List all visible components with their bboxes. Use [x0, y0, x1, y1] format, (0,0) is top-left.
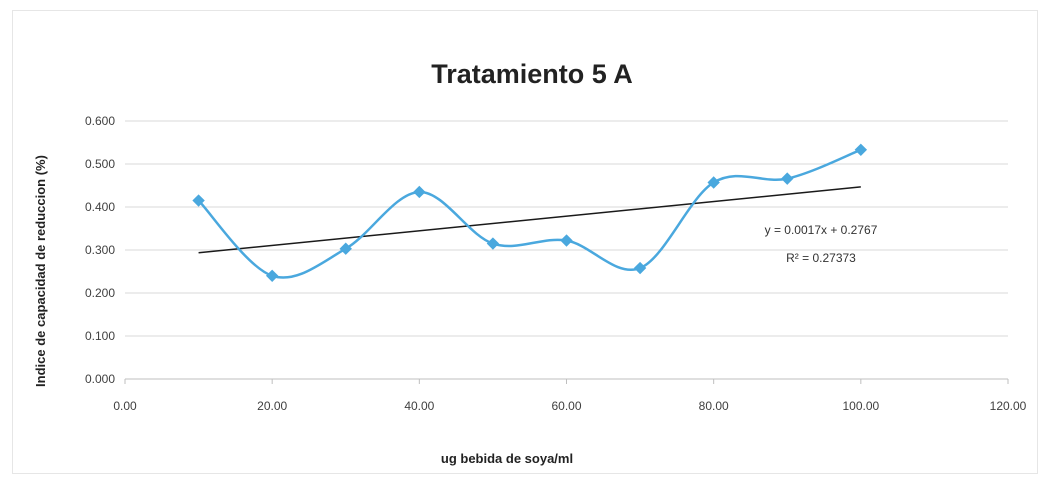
- data-point-marker: [192, 194, 205, 207]
- markers-group: [192, 143, 868, 283]
- data-point-marker: [707, 176, 720, 189]
- y-tick-label: 0.000: [85, 372, 115, 386]
- y-tick-label: 0.100: [85, 329, 115, 343]
- series-group: [197, 148, 863, 279]
- trendline-equation: y = 0.0017x + 0.2767: [765, 223, 878, 237]
- y-tick-label: 0.600: [85, 114, 115, 128]
- data-point-marker: [413, 185, 426, 199]
- axes: [124, 378, 1009, 384]
- x-axis-title: ug bebida de soya/ml: [441, 451, 573, 466]
- x-tick-label: 40.00: [404, 399, 434, 413]
- x-tick-label: 20.00: [257, 399, 287, 413]
- data-point-marker: [265, 269, 279, 283]
- data-point-marker: [560, 234, 573, 247]
- gridlines: [125, 120, 1008, 337]
- data-point-marker: [781, 172, 794, 185]
- x-tick-label: 80.00: [699, 399, 729, 413]
- x-tick-label: 120.00: [990, 399, 1027, 413]
- y-tick-labels: 0.000 0.100 0.200 0.300 0.400 0.500 0.600: [85, 114, 115, 386]
- x-tick-label: 100.00: [842, 399, 879, 413]
- y-tick-label: 0.500: [85, 157, 115, 171]
- data-point-marker: [339, 242, 352, 255]
- trendline: [198, 186, 861, 254]
- trendline-group: [198, 186, 861, 254]
- y-tick-label: 0.200: [85, 286, 115, 300]
- x-tick-label: 60.00: [551, 399, 581, 413]
- trendline-r-squared: R² = 0.27373: [786, 251, 856, 265]
- data-point-marker: [486, 237, 500, 250]
- data-point-marker: [633, 261, 647, 275]
- x-tick-label: 0.00: [113, 399, 137, 413]
- x-tick-labels: 0.00 20.00 40.00 60.00 80.00 100.00 120.00: [113, 399, 1026, 413]
- y-tick-label: 0.400: [85, 200, 115, 214]
- y-tick-label: 0.300: [85, 243, 115, 257]
- line-chart: Tratamiento 5 A 0.000 0.100 0.200 0.300 0.40…: [33, 59, 1027, 466]
- chart-frame: Tratamiento 5 A 0.000 0.100 0.200 0.300 0.40…: [12, 10, 1038, 474]
- data-point-marker: [854, 143, 868, 157]
- chart-title: Tratamiento 5 A: [431, 59, 633, 89]
- series-line: [197, 148, 863, 279]
- y-axis-title: Indice de capacidad de reduccion (%): [33, 155, 48, 387]
